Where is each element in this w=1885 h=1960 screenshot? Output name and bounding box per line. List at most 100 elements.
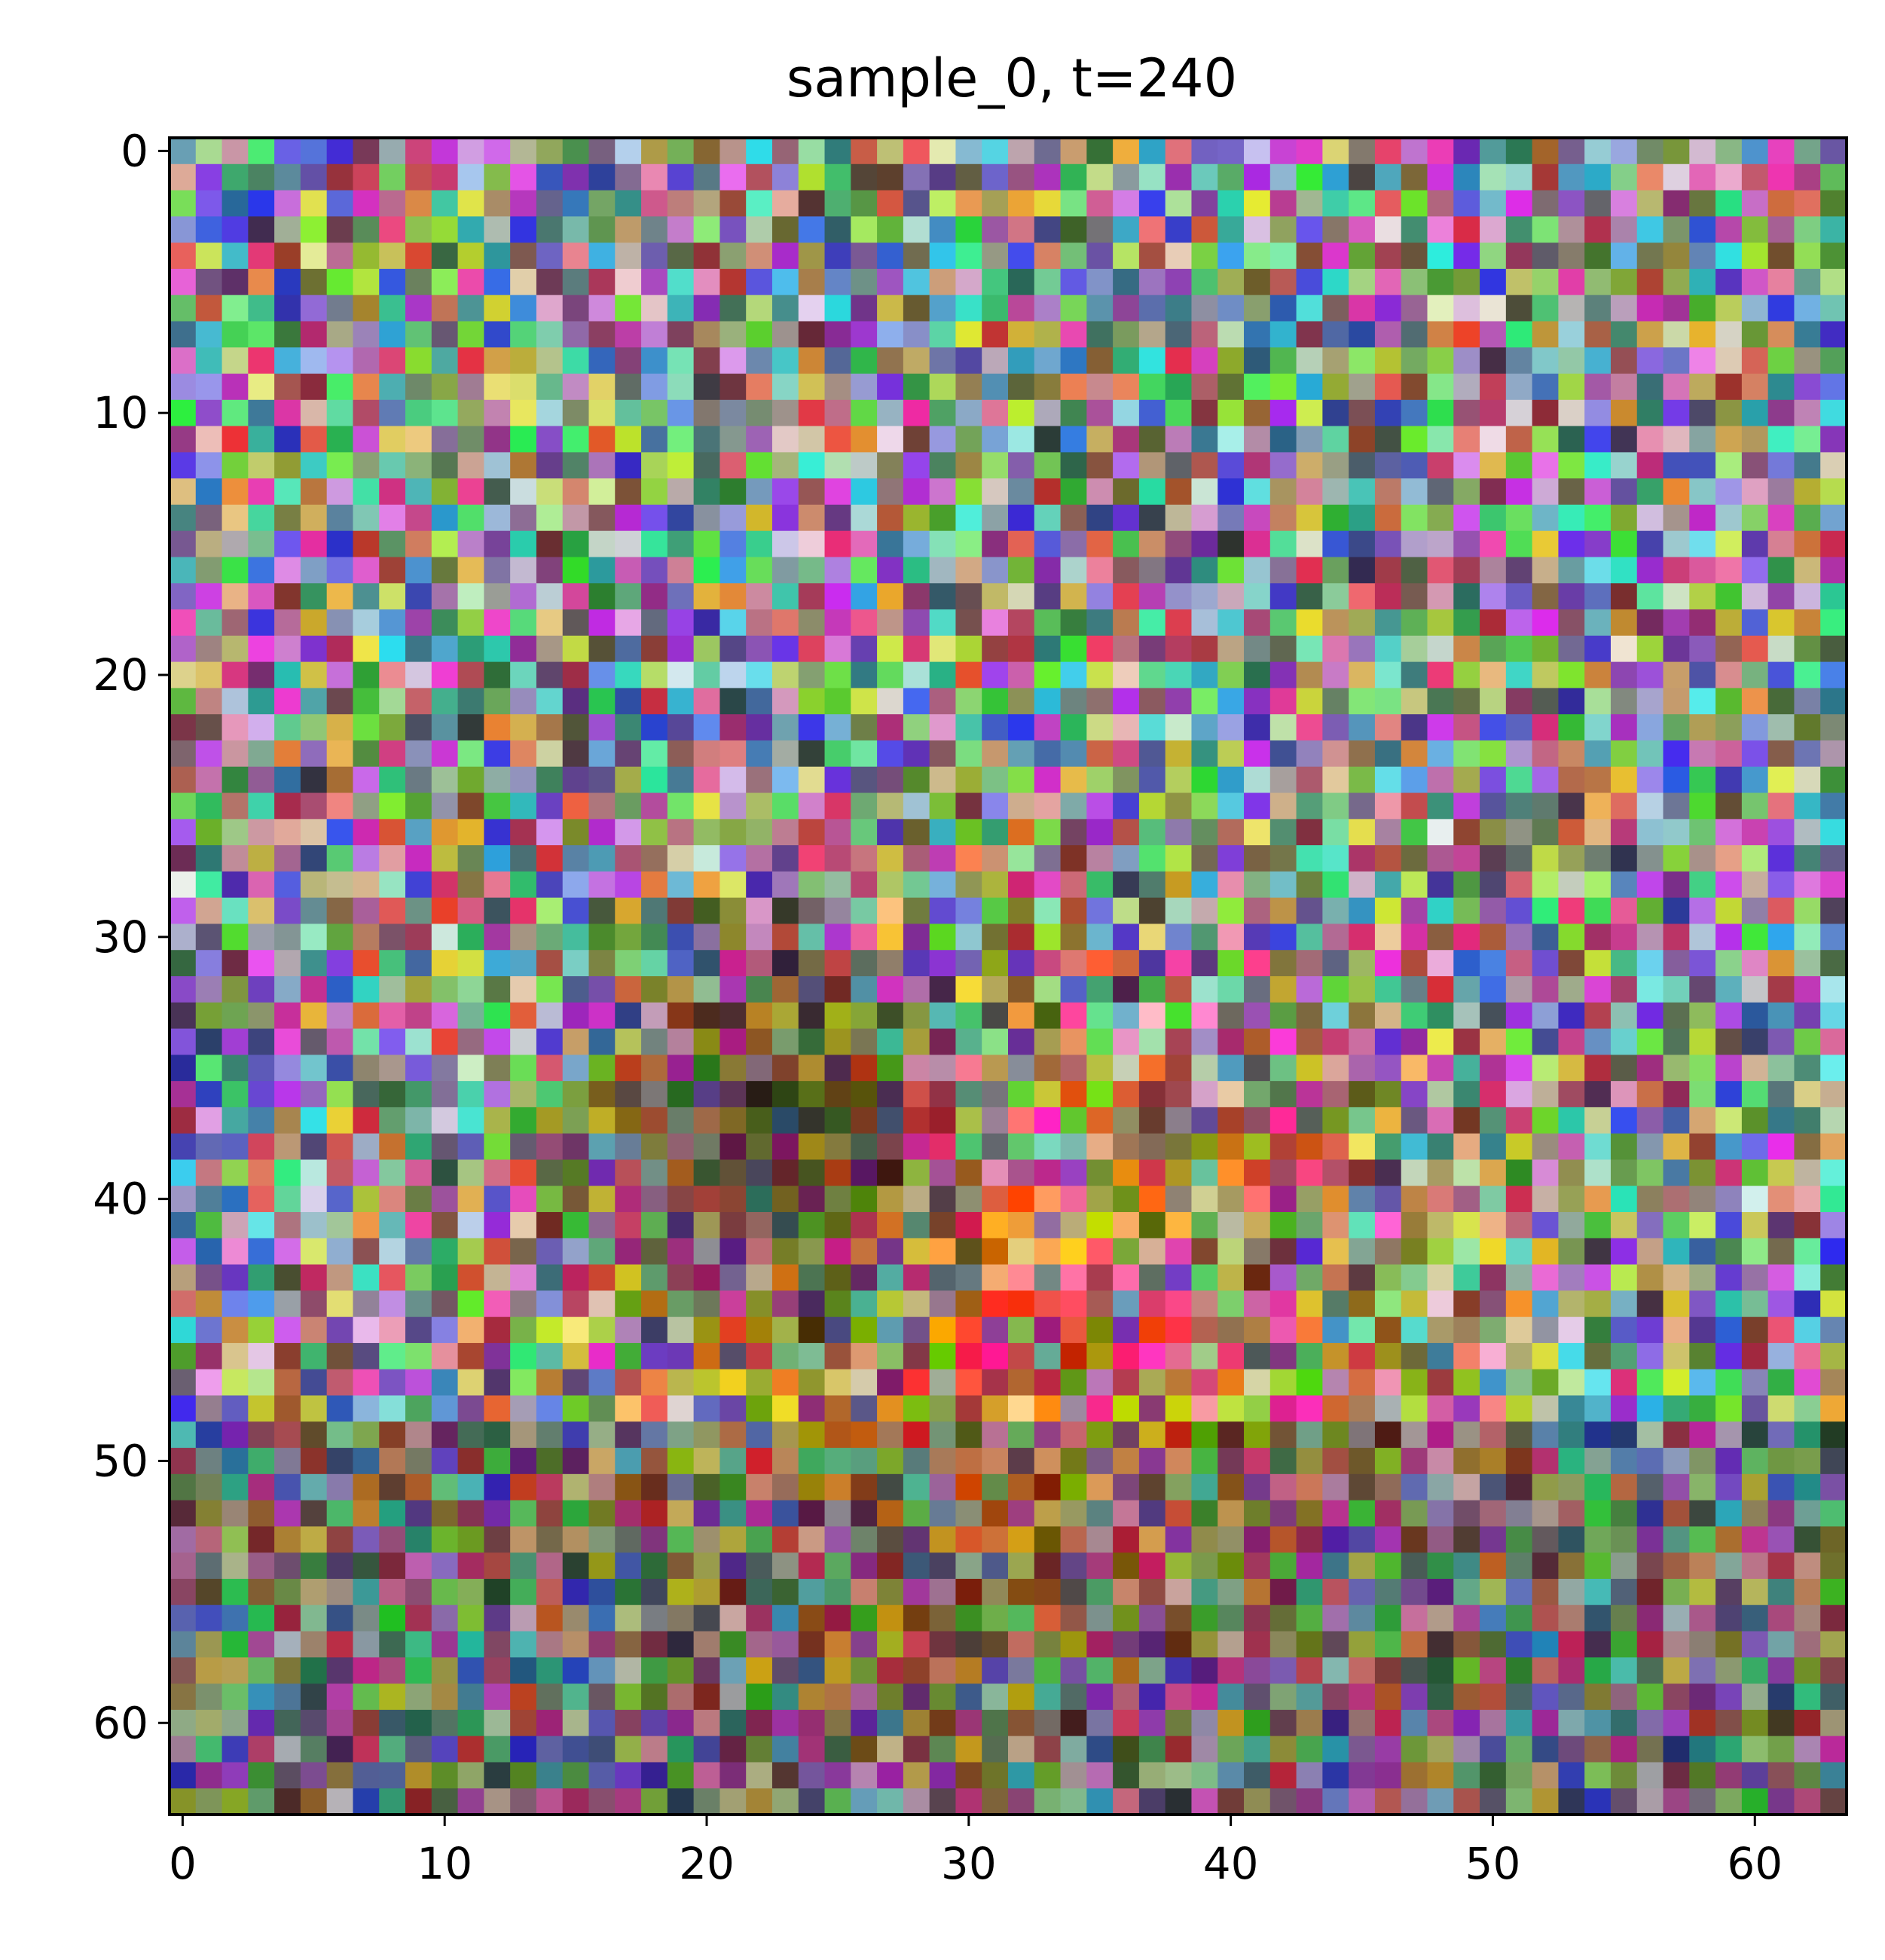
pixel-cell [1428, 1317, 1454, 1343]
pixel-cell [719, 1238, 746, 1265]
pixel-cell [1689, 1736, 1715, 1763]
y-tick-label: 10 [93, 387, 148, 438]
pixel-cell [327, 1526, 353, 1552]
pixel-cell [327, 924, 353, 950]
pixel-cell [1034, 164, 1061, 191]
pixel-cell [1270, 976, 1297, 1003]
pixel-cell [274, 872, 301, 898]
pixel-cell [719, 505, 746, 531]
pixel-cell [1401, 872, 1428, 898]
pixel-cell [1532, 898, 1559, 924]
pixel-cell [1166, 164, 1192, 191]
pixel-cell [1322, 400, 1349, 426]
pixel-cell [930, 898, 956, 924]
pixel-cell [1820, 1212, 1847, 1238]
pixel-cell [1664, 767, 1690, 793]
pixel-cell [1768, 898, 1795, 924]
pixel-cell [563, 1186, 589, 1212]
pixel-cell [1401, 767, 1428, 793]
pixel-cell [1584, 1107, 1611, 1134]
pixel-cell [353, 924, 379, 950]
pixel-cell [274, 1317, 301, 1343]
pixel-cell [1664, 1474, 1690, 1501]
pixel-cell [615, 898, 641, 924]
pixel-cell [1166, 1501, 1192, 1527]
pixel-cell [719, 1605, 746, 1632]
pixel-cell [719, 1501, 746, 1527]
pixel-cell [641, 1710, 668, 1736]
pixel-cell [615, 845, 641, 872]
pixel-cell [1820, 1632, 1847, 1658]
pixel-cell [1034, 1134, 1061, 1160]
pixel-cell [1166, 845, 1192, 872]
pixel-cell [170, 1788, 196, 1815]
pixel-cell [930, 321, 956, 347]
pixel-cell [589, 1632, 616, 1658]
pixel-cell [1061, 1343, 1087, 1369]
pixel-cell [903, 950, 930, 976]
pixel-cell [432, 1055, 458, 1081]
pixel-cell [1558, 1107, 1584, 1134]
pixel-cell [327, 269, 353, 295]
pixel-cell [248, 374, 274, 400]
x-axis: 0 10 20 30 40 50 60 [169, 1815, 1783, 1889]
pixel-cell [1297, 1421, 1323, 1448]
pixel-cell [1297, 1055, 1323, 1081]
pixel-cell [1244, 845, 1270, 872]
pixel-cell [1008, 767, 1034, 793]
pixel-cell [589, 1526, 616, 1552]
pixel-cell [458, 452, 484, 478]
pixel-cell [1349, 819, 1375, 845]
pixel-cell [196, 767, 222, 793]
pixel-cell [1008, 1343, 1034, 1369]
pixel-cell [772, 374, 799, 400]
pixel-cell [615, 478, 641, 505]
pixel-cell [327, 1159, 353, 1186]
pixel-cell [196, 636, 222, 662]
pixel-cell [222, 1212, 249, 1238]
pixel-cell [1689, 898, 1715, 924]
pixel-cell [955, 1657, 982, 1684]
pixel-cell [1742, 138, 1768, 164]
pixel-cell [1375, 1265, 1401, 1291]
pixel-cell [1139, 269, 1166, 295]
pixel-cell [170, 1159, 196, 1186]
pixel-cell [510, 321, 536, 347]
pixel-cell [274, 1003, 301, 1029]
pixel-cell [536, 1212, 563, 1238]
pixel-cell [1715, 321, 1742, 347]
pixel-cell [668, 216, 694, 243]
pixel-cell [536, 636, 563, 662]
pixel-cell [405, 295, 432, 322]
pixel-cell [379, 1605, 405, 1632]
pixel-cell [1506, 767, 1532, 793]
pixel-cell [1034, 1186, 1061, 1212]
pixel-cell [1322, 1762, 1349, 1788]
pixel-cell [772, 505, 799, 531]
pixel-cell [1217, 1396, 1244, 1422]
pixel-cell [641, 1448, 668, 1474]
pixel-cell [563, 531, 589, 557]
pixel-cell [1611, 191, 1637, 217]
pixel-cell [536, 976, 563, 1003]
pixel-cell [615, 1343, 641, 1369]
pixel-cell [1297, 950, 1323, 976]
pixel-cell [1637, 1501, 1664, 1527]
pixel-cell [694, 1605, 720, 1632]
pixel-cell [1008, 1736, 1034, 1763]
pixel-cell [1034, 924, 1061, 950]
pixel-cell [1689, 138, 1715, 164]
pixel-cell [1349, 1081, 1375, 1107]
pixel-cell [1034, 819, 1061, 845]
pixel-cell [772, 950, 799, 976]
pixel-cell [222, 505, 249, 531]
pixel-cell [432, 740, 458, 767]
pixel-cell [930, 1762, 956, 1788]
pixel-cell [615, 793, 641, 820]
pixel-cell [641, 1369, 668, 1396]
pixel-cell [694, 1265, 720, 1291]
pixel-cell [432, 609, 458, 636]
pixel-cell [1584, 1762, 1611, 1788]
pixel-cell [1689, 976, 1715, 1003]
pixel-cell [982, 321, 1008, 347]
